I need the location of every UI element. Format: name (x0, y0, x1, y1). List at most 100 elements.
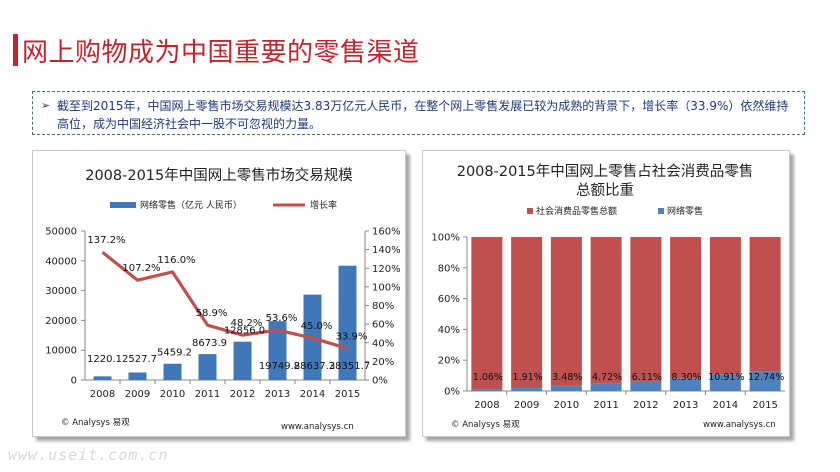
bar-data-label: 1.91% (513, 372, 543, 383)
bar-data-label: 12856.0 (224, 326, 265, 337)
watermark-text: www.useit.com.cn (8, 446, 169, 464)
chart-panel-retail-share: 2008-2015年中国网上零售占社会消费品零售 总额比重社会消费品零售总额 网络零… (422, 150, 790, 437)
bar-segment-total (590, 237, 622, 384)
legend-swatch-bar (110, 202, 136, 208)
bar-segment-online (511, 388, 543, 391)
legend-label-total: 社会消费品零售总额 (536, 205, 617, 217)
chart-title: 2008-2015年中国网上零售市场交易规模 (85, 166, 353, 184)
bar-data-label: 2527.7 (122, 354, 157, 365)
bar (268, 321, 287, 380)
bar-data-label: 28637.2 (294, 361, 335, 372)
y-tick-label-left: 40000 (45, 256, 77, 267)
bar-segment-online (709, 374, 741, 391)
bar-segment-online (550, 385, 582, 391)
x-tick-label: 2008 (90, 389, 115, 400)
series-line-growth (101, 250, 348, 350)
line-data-label: 45.0% (301, 321, 333, 332)
y-tick-label-right: 0% (372, 376, 388, 387)
bar-segment-total (709, 237, 741, 375)
x-tick-label: 2015 (752, 400, 777, 411)
legend-swatch-total (527, 208, 533, 214)
line-data-label: 107.2% (122, 263, 160, 274)
x-tick-label: 2009 (125, 389, 150, 400)
bar-data-label: 8.30% (672, 372, 702, 383)
y-tick-label: 20% (438, 356, 460, 367)
x-tick-label: 2009 (514, 400, 539, 411)
page-title: 网上购物成为中国重要的零售渠道 (22, 38, 420, 68)
x-tick-label: 2012 (230, 389, 255, 400)
bar-data-label: 19749.8 (259, 361, 300, 372)
bar-data-label: 10.91% (708, 372, 744, 383)
chart-title-line-2: 总额比重 (576, 182, 634, 199)
bar-segment-total (749, 237, 781, 372)
x-tick-label: 2011 (593, 400, 618, 411)
bar-segment-total (511, 237, 543, 389)
x-tick-label: 2010 (160, 389, 185, 400)
x-tick-label: 2013 (673, 400, 698, 411)
bar-segment-online (590, 383, 622, 391)
bar-segment-online (749, 371, 781, 391)
bar (198, 354, 217, 380)
bar-data-label: 4.72% (592, 372, 622, 383)
y-tick-label-left: 10000 (45, 346, 77, 357)
y-tick-label-right: 100% (372, 282, 401, 293)
y-tick-label-left: 0 (71, 376, 77, 387)
bar (338, 265, 357, 380)
bar-segment-online (630, 381, 662, 391)
y-tick-label: 80% (438, 263, 460, 274)
chart-title-line-1: 2008-2015年中国网上零售占社会消费品零售 (457, 163, 754, 180)
legend-label-online: 网络零售 (667, 205, 703, 217)
line-data-label: 33.9% (336, 331, 368, 342)
legend-swatch-online (658, 208, 664, 214)
bar-segment-online (670, 378, 702, 391)
x-tick-label: 2014 (300, 389, 325, 400)
y-tick-label-left: 50000 (45, 227, 77, 238)
y-tick-label-left: 30000 (45, 286, 77, 297)
line-data-label: 58.9% (196, 308, 228, 319)
x-tick-label: 2015 (335, 389, 360, 400)
note-text: 截至到2015年，中国网上零售市场交易规模达3.83万亿元人民币，在整个网上零售… (57, 99, 789, 131)
title-accent-bar (13, 34, 18, 66)
y-tick-label-right: 120% (372, 264, 401, 275)
line-data-label: 53.6% (266, 313, 298, 324)
bar-data-label: 6.11% (632, 372, 662, 383)
x-tick-label: 2012 (633, 400, 658, 411)
y-tick-label-right: 20% (372, 357, 394, 368)
x-tick-label: 2008 (474, 400, 499, 411)
x-tick-label: 2010 (554, 400, 579, 411)
bar-segment-total (471, 237, 503, 390)
y-tick-label: 40% (438, 325, 460, 336)
bar (93, 376, 112, 380)
bar (128, 372, 147, 380)
x-tick-label: 2013 (265, 389, 290, 400)
bar-segment-online (471, 389, 503, 391)
website-label: www.analysys.cn (281, 422, 354, 432)
x-tick-label: 2011 (195, 389, 220, 400)
x-tick-label: 2014 (713, 400, 738, 411)
bar (233, 341, 252, 380)
y-tick-label-right: 40% (372, 338, 394, 349)
y-tick-label: 0% (444, 387, 460, 398)
chart-panel-market-scale: 2008-2015年中国网上零售市场交易规模网络零售（亿元 人民币） 增长率 0 10… (32, 150, 406, 437)
line-data-label: 137.2% (87, 235, 125, 246)
legend-label-bar: 网络零售（亿元 人民币） (140, 199, 242, 211)
bar (163, 363, 182, 380)
source-label: © Analysys 易观 (61, 418, 130, 428)
y-tick-label-right: 160% (372, 227, 401, 238)
y-tick-label: 60% (438, 294, 460, 305)
legend-label-line: 增长率 (310, 199, 337, 211)
bar-segment-total (670, 237, 702, 379)
y-tick-label-right: 80% (372, 301, 394, 312)
line-data-label: 48.2% (231, 318, 263, 329)
bar-data-label: 38351.7 (329, 361, 370, 372)
bar-data-label: 8673.9 (192, 338, 227, 349)
bar-data-label: 1.06% (473, 372, 503, 383)
website-label: www.analysys.cn (703, 420, 776, 430)
y-tick-label-right: 60% (372, 320, 394, 331)
note-box: ➢ 截至到2015年，中国网上零售市场交易规模达3.83万亿元人民币，在整个网上… (32, 91, 805, 135)
line-data-label: 116.0% (157, 255, 195, 266)
note-bullet-icon: ➢ (41, 99, 51, 112)
bar-data-label: 3.48% (552, 372, 582, 383)
